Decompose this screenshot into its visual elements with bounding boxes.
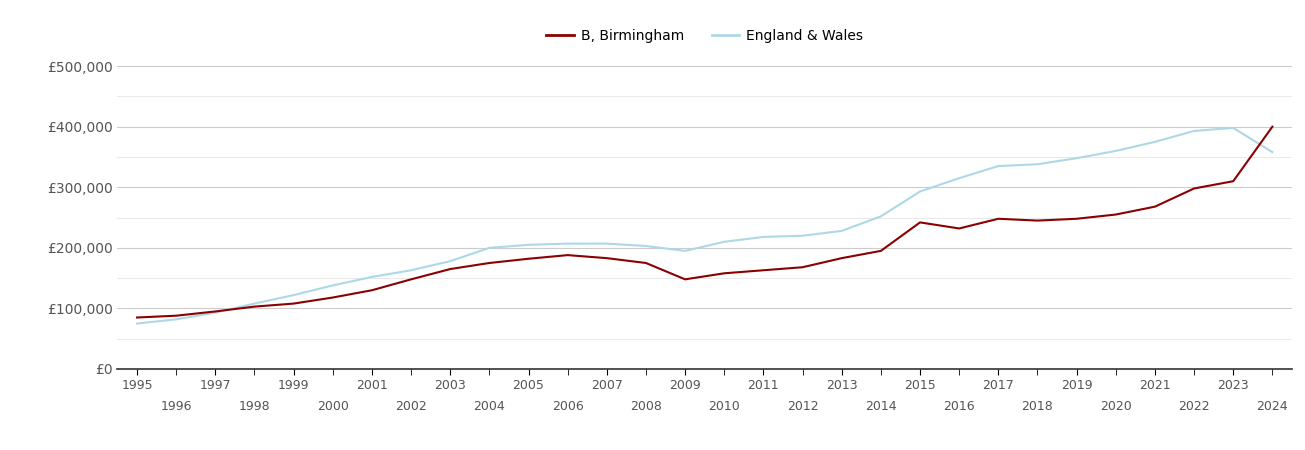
B, Birmingham — [873, 248, 889, 254]
England & Wales — [403, 268, 419, 273]
England & Wales — [521, 242, 536, 248]
England & Wales — [638, 243, 654, 249]
England & Wales — [560, 241, 576, 246]
England & Wales — [990, 163, 1006, 169]
B, Birmingham — [677, 277, 693, 282]
England & Wales — [677, 248, 693, 254]
England & Wales — [1186, 128, 1202, 134]
B, Birmingham — [716, 270, 732, 276]
B, Birmingham — [521, 256, 536, 261]
England & Wales — [207, 310, 223, 315]
England & Wales — [756, 234, 771, 240]
England & Wales — [129, 321, 145, 326]
England & Wales — [834, 228, 850, 234]
England & Wales — [716, 239, 732, 244]
B, Birmingham — [912, 220, 928, 225]
B, Birmingham — [247, 304, 262, 309]
England & Wales — [1108, 148, 1124, 153]
England & Wales — [442, 258, 458, 264]
B, Birmingham — [1265, 124, 1280, 130]
England & Wales — [795, 233, 810, 238]
England & Wales — [168, 317, 184, 322]
B, Birmingham — [834, 256, 850, 261]
B, Birmingham — [364, 288, 380, 293]
Line: B, Birmingham: B, Birmingham — [137, 127, 1272, 318]
B, Birmingham — [442, 266, 458, 272]
B, Birmingham — [482, 260, 497, 265]
England & Wales — [873, 214, 889, 219]
England & Wales — [1030, 162, 1045, 167]
B, Birmingham — [795, 265, 810, 270]
B, Birmingham — [1147, 204, 1163, 209]
B, Birmingham — [207, 309, 223, 314]
England & Wales — [325, 283, 341, 288]
England & Wales — [1265, 149, 1280, 155]
Legend: B, Birmingham, England & Wales: B, Birmingham, England & Wales — [540, 23, 869, 48]
B, Birmingham — [1069, 216, 1084, 221]
B, Birmingham — [325, 295, 341, 300]
England & Wales — [1225, 125, 1241, 130]
England & Wales — [1069, 156, 1084, 161]
B, Birmingham — [756, 268, 771, 273]
England & Wales — [951, 176, 967, 181]
England & Wales — [599, 241, 615, 246]
England & Wales — [912, 189, 928, 194]
B, Birmingham — [638, 260, 654, 265]
B, Birmingham — [1225, 179, 1241, 184]
England & Wales — [364, 274, 380, 279]
England & Wales — [286, 292, 301, 298]
B, Birmingham — [990, 216, 1006, 221]
B, Birmingham — [286, 301, 301, 306]
England & Wales — [482, 245, 497, 251]
B, Birmingham — [951, 226, 967, 231]
England & Wales — [1147, 139, 1163, 144]
B, Birmingham — [129, 315, 145, 320]
B, Birmingham — [403, 277, 419, 282]
B, Birmingham — [560, 252, 576, 258]
B, Birmingham — [1030, 218, 1045, 223]
B, Birmingham — [168, 313, 184, 319]
B, Birmingham — [599, 256, 615, 261]
England & Wales — [247, 301, 262, 306]
Line: England & Wales: England & Wales — [137, 128, 1272, 324]
B, Birmingham — [1186, 186, 1202, 191]
B, Birmingham — [1108, 212, 1124, 217]
